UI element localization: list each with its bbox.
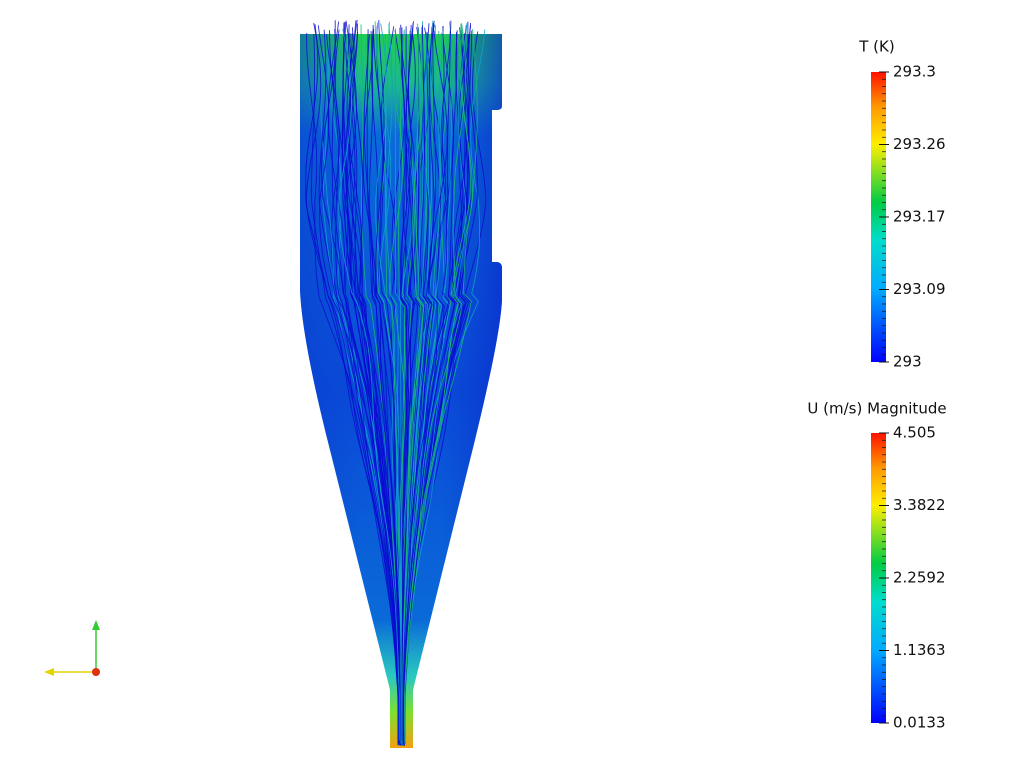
tick-label: 293.26	[893, 135, 946, 153]
tick-label: 2.2592	[893, 569, 946, 587]
streamline	[402, 20, 452, 741]
tick-label: 293.17	[893, 208, 946, 226]
streamline	[403, 22, 471, 743]
streamline	[404, 23, 478, 744]
orientation-axes	[44, 620, 100, 676]
streamline	[363, 34, 401, 739]
streamline	[317, 25, 399, 746]
tick-label: 293.3	[893, 63, 936, 81]
streamline	[373, 28, 402, 741]
streamline	[402, 32, 435, 745]
tick-label: 1.1363	[893, 641, 946, 659]
streamline	[305, 23, 399, 744]
streamline	[326, 34, 400, 739]
velocity-legend: U (m/s) Magnitude 4.505 3.3822 2.2592 1.136…	[807, 400, 946, 732]
streamline	[342, 21, 401, 742]
legend-title: U (m/s) Magnitude	[807, 400, 946, 418]
tick-label: 293	[893, 353, 922, 371]
tick-label: 0.0133	[893, 714, 946, 732]
legend-title: T (K)	[858, 38, 894, 56]
streamline	[376, 22, 402, 743]
tick-label: 293.09	[893, 280, 946, 298]
streamline	[318, 29, 400, 742]
tick-label: 4.505	[893, 424, 936, 442]
streamline	[401, 32, 422, 745]
streamline	[338, 28, 400, 741]
streamline	[403, 32, 458, 745]
streamline	[344, 20, 401, 741]
streamline	[402, 30, 448, 743]
y-arrow-head	[92, 620, 100, 630]
streamline	[399, 24, 412, 745]
streamline	[398, 27, 406, 740]
streamline	[400, 27, 408, 740]
streamline	[368, 30, 401, 743]
streamline	[403, 29, 478, 742]
x-arrow-head	[44, 668, 54, 676]
z-axis-dot	[92, 668, 100, 676]
streamlines	[305, 19, 487, 746]
temperature-legend: T (K) 293.3 293.26 293.17 293.09 293	[858, 38, 945, 371]
cyclone-domain	[300, 19, 502, 748]
tick-label: 3.3822	[893, 496, 946, 514]
streamline	[403, 23, 468, 744]
streamline	[385, 23, 402, 744]
